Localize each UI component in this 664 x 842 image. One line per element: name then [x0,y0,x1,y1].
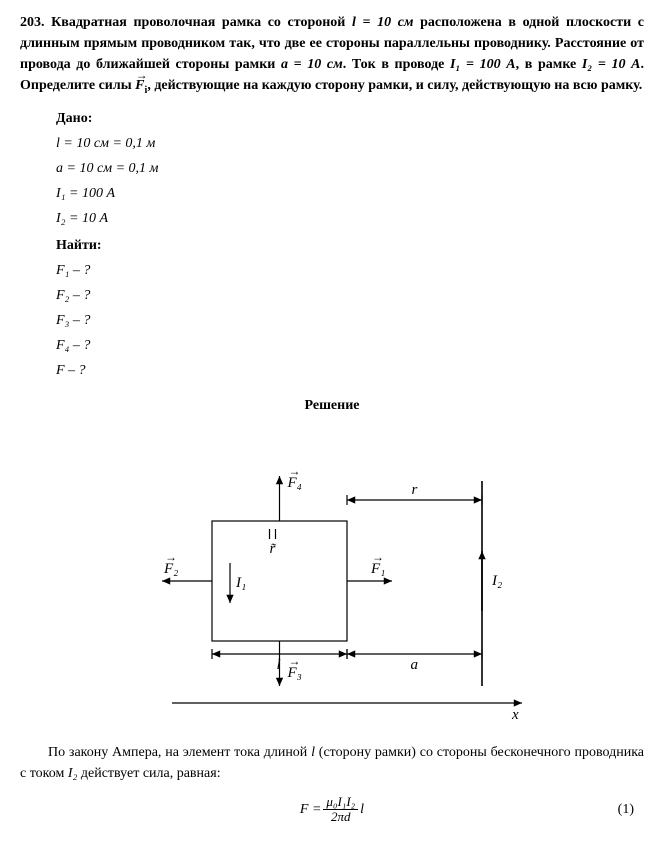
svg-text:I₁: I₁ [235,575,246,591]
find-f2: F₂ – ? [56,285,644,306]
find-f3: F₃ – ? [56,310,644,331]
svg-text:r̃: r̃ [270,541,277,557]
given-label: Дано: [56,108,644,129]
formula-bot: 2πd [328,810,354,824]
find-f1: F₁ – ? [56,260,644,281]
exp-p1: По закону Ампера, на элемент тока длиной [48,745,311,760]
formula-row: F = μ₀I₁I₂ 2πd l (1) [20,790,644,830]
find-label: Найти: [56,235,644,256]
eq-l: l = 10 см [352,15,414,30]
problem-text-1: Квадратная проволочная рамка со стороной [51,15,352,30]
problem-number: 203. [20,15,45,30]
formula-fraction: μ₀I₁I₂ 2πd [323,795,358,825]
explanation-paragraph: По закону Ампера, на элемент тока длиной… [20,742,644,784]
find-f4: F₄ – ? [56,335,644,356]
svg-text:→: → [289,464,301,478]
eq-i2: I₂ = 10 А [582,57,641,72]
eq-i1: I₁ = 100 А [450,57,516,72]
find-f: F – ? [56,360,644,381]
svg-text:→: → [165,550,177,564]
given-l: l = 10 см = 0,1 м [56,133,644,154]
given-i2: I₂ = 10 А [56,208,644,229]
svg-text:r: r [412,482,418,498]
vec-fi: Fi [135,75,147,98]
exp-i2: I₂ [68,766,78,781]
svg-text:→: → [372,550,384,564]
svg-text:a: a [411,657,419,673]
formula-tail: l [360,799,364,820]
formula-number: (1) [618,799,634,820]
problem-text-6: , действующие на каждую сторону рамки, и… [147,78,642,93]
problem-text-4: , в рамке [516,57,582,72]
formula-top: μ₀I₁I₂ [323,795,358,810]
problem-statement: 203. Квадратная проволочная рамка со сто… [20,12,644,98]
svg-text:l: l [277,657,281,673]
formula-lhs: F = [300,799,322,820]
solution-title: Решение [20,395,644,416]
svg-text:→: → [289,654,301,668]
given-i1: I₁ = 100 А [56,183,644,204]
force-diagram: F₄→F₃→F₁→F₂→I₁r̃rlaI₂x [20,426,644,726]
given-a: a = 10 см = 0,1 м [56,158,644,179]
problem-text-3: . Ток в проводе [343,57,450,72]
exp-p3: действует сила, равная: [77,766,220,781]
svg-text:I₂: I₂ [491,573,502,589]
svg-text:x: x [511,707,519,723]
eq-a: a = 10 см [281,57,343,72]
